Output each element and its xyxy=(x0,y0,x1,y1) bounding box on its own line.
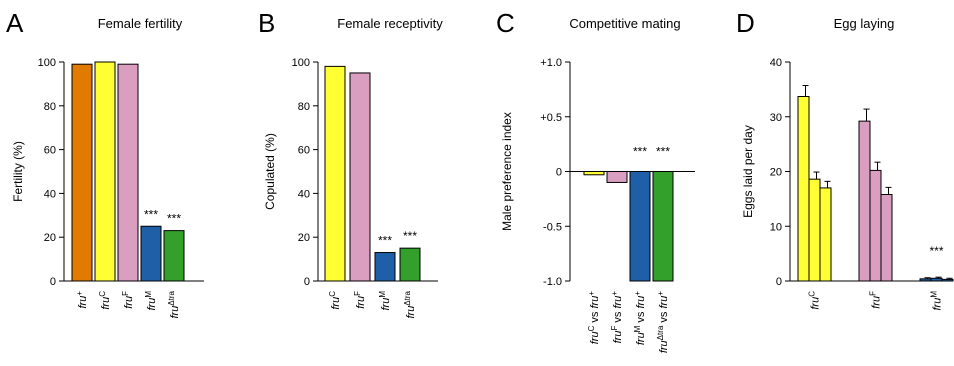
y-tick-label: 0 xyxy=(556,167,562,179)
y-tick-label: +1.0 xyxy=(540,57,562,69)
y-tick-label: 20 xyxy=(770,167,782,179)
panel-title: Competitive mating xyxy=(569,16,680,31)
bar xyxy=(606,171,628,183)
y-axis-label: Eggs laid per day xyxy=(741,125,755,218)
y-tick-label: 60 xyxy=(44,145,56,157)
panel-letter: B xyxy=(258,8,275,38)
y-tick-label: -0.5 xyxy=(543,221,562,233)
bar xyxy=(374,252,396,282)
y-axis-label: Male preference index xyxy=(500,112,514,231)
y-tick-label: 80 xyxy=(298,101,310,113)
y-tick-label: 40 xyxy=(770,57,782,69)
category-label: fruF vs fru+ xyxy=(610,291,624,344)
bar xyxy=(163,230,185,282)
category-label: fruM xyxy=(378,291,392,311)
bar xyxy=(880,193,893,282)
panel-letter: A xyxy=(6,8,24,38)
significance-label: *** xyxy=(633,145,647,159)
y-tick-label: -1.0 xyxy=(543,276,562,288)
category-label: fruM vs fru+ xyxy=(633,291,647,345)
bar xyxy=(94,61,116,282)
y-tick-label: 20 xyxy=(44,232,56,244)
significance-label: *** xyxy=(929,244,943,258)
category-label: fruF xyxy=(121,291,135,309)
bar xyxy=(71,63,93,282)
panel-letter: D xyxy=(736,8,755,38)
panel-a: A Female fertility 0 20 40 60 80 100 Fertility (… xyxy=(6,8,204,319)
bar xyxy=(652,171,674,282)
category-label: fruC vs fru+ xyxy=(587,291,601,345)
y-tick-label: +0.5 xyxy=(540,112,562,124)
category-label: fruM xyxy=(144,291,158,311)
panel-d: D Egg laying 0 10 20 30 40 Eggs laid per day fru… xyxy=(736,8,954,311)
panel-b: B Female receptivity 0 20 40 60 80 100 Copulated… xyxy=(258,8,443,319)
y-tick-label: 0 xyxy=(304,276,310,288)
category-label: fruF xyxy=(869,291,883,309)
significance-label: *** xyxy=(403,229,417,243)
bar xyxy=(629,171,651,282)
bar xyxy=(324,65,346,282)
y-tick-label: 10 xyxy=(770,221,782,233)
significance-label: *** xyxy=(144,207,158,221)
significance-label: *** xyxy=(378,234,392,248)
category-label: fruF xyxy=(353,291,367,309)
category-label: fruΔtra vs fru+ xyxy=(656,291,670,354)
category-label: fruC xyxy=(98,291,112,310)
bar xyxy=(399,247,421,282)
bar xyxy=(819,187,832,282)
bar xyxy=(869,169,882,282)
category-label: fruM xyxy=(930,291,944,311)
significance-label: *** xyxy=(656,145,670,159)
panel-letter: C xyxy=(496,8,515,38)
y-tick-label: 100 xyxy=(292,57,310,69)
category-label: fru+ xyxy=(75,291,89,309)
category-label: fruC xyxy=(328,291,342,310)
category-label: fruΔtra xyxy=(403,290,417,318)
panel-title: Female fertility xyxy=(98,16,183,31)
y-tick-label: 100 xyxy=(38,57,56,69)
significance-label: *** xyxy=(167,212,181,226)
y-tick-label: 40 xyxy=(44,188,56,200)
bar xyxy=(140,225,162,282)
y-tick-label: 30 xyxy=(770,112,782,124)
panel-title: Female receptivity xyxy=(337,16,443,31)
bar xyxy=(808,178,821,282)
y-tick-label: 20 xyxy=(298,232,310,244)
bar xyxy=(797,95,810,282)
panel-title: Egg laying xyxy=(834,16,895,31)
category-label: fruΔtra xyxy=(167,290,181,318)
bar xyxy=(858,120,871,282)
y-axis-label: Copulated (%) xyxy=(263,133,277,210)
y-tick-label: 0 xyxy=(776,276,782,288)
bar xyxy=(117,63,139,282)
y-axis-label: Fertility (%) xyxy=(11,141,25,202)
y-tick-label: 0 xyxy=(50,276,56,288)
y-tick-label: 60 xyxy=(298,145,310,157)
y-tick-label: 80 xyxy=(44,101,56,113)
bar xyxy=(349,72,371,282)
category-label: fruC xyxy=(808,291,822,310)
panel-c: C Competitive mating -1.0 -0.5 0 +0.5 +1.0 Male… xyxy=(496,8,695,353)
y-tick-label: 40 xyxy=(298,188,310,200)
